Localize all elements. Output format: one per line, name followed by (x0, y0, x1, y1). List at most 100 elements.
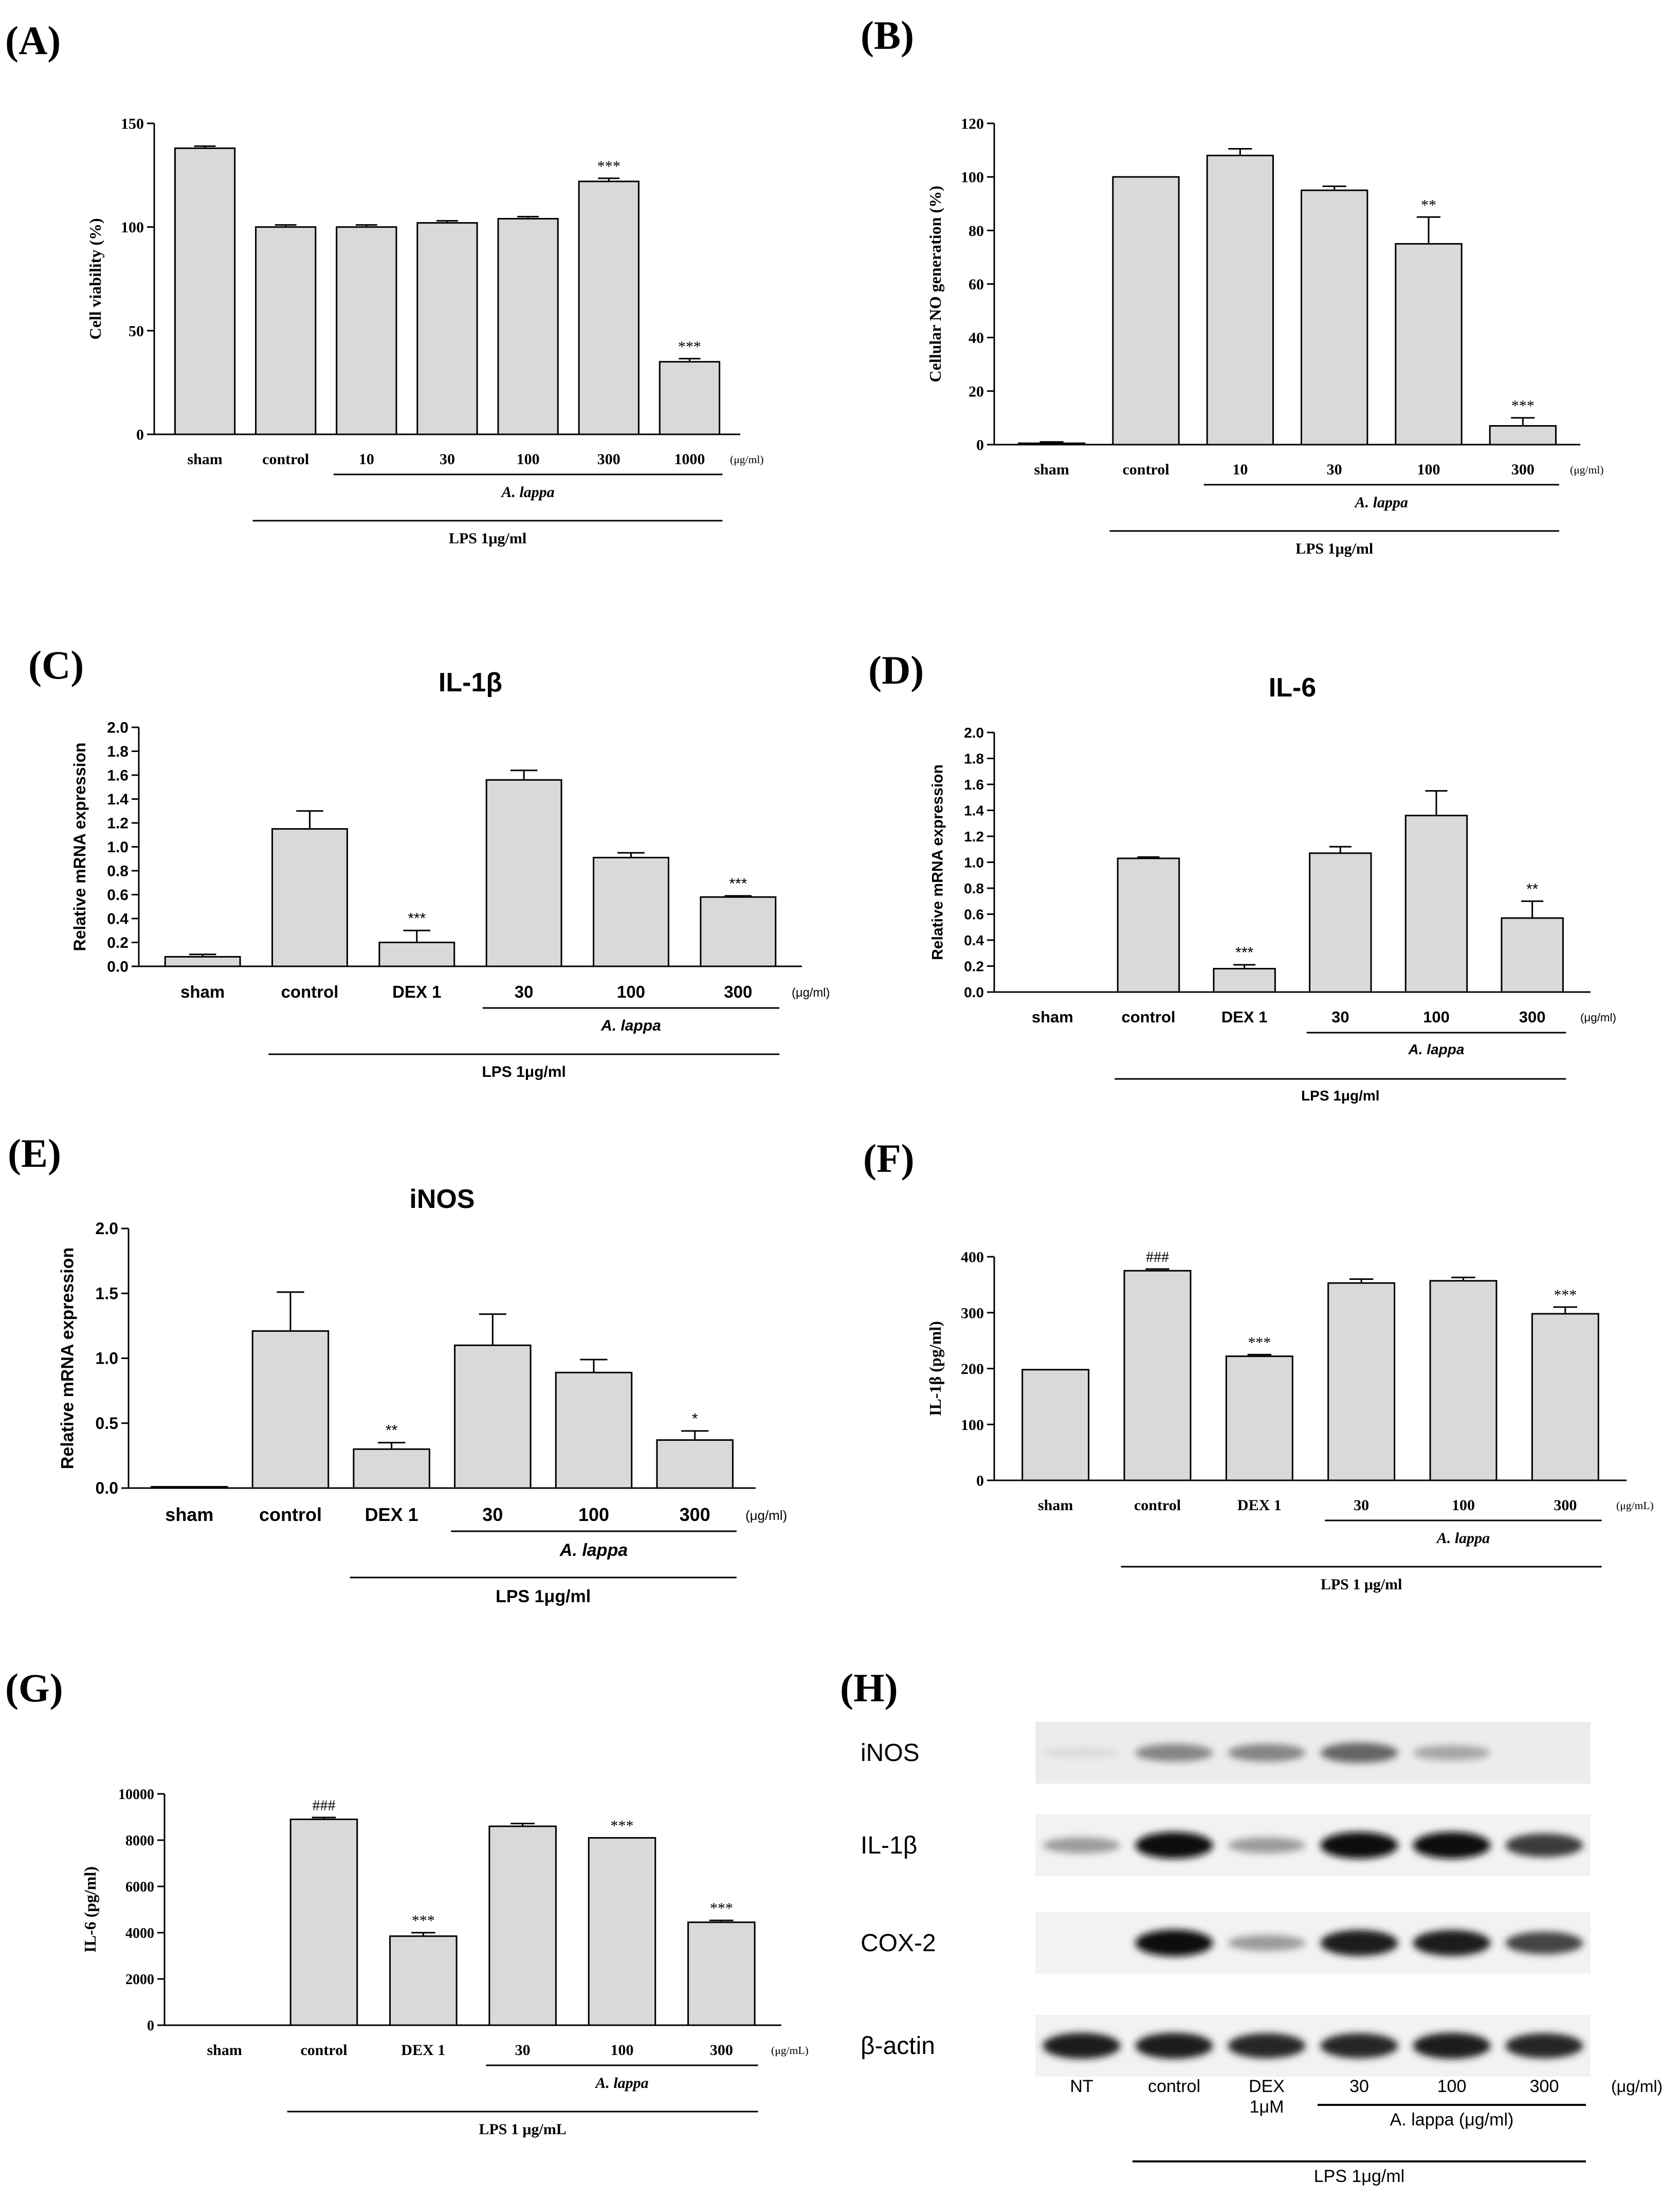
blot-band (1043, 2032, 1121, 2059)
category-label: 30 (1354, 1497, 1369, 1514)
category-label: 30 (1331, 1008, 1349, 1026)
bar (700, 896, 777, 967)
category-label: 300 (1519, 1008, 1546, 1026)
y-tick-label: 1.8 (107, 743, 129, 760)
panel-f-il1b-elisa-chart: (F) 0 100 200 300 400 IL-1β (pg/ml) sham ### cont… (863, 1136, 1654, 1593)
category-label: 30 (515, 982, 534, 1001)
bar (1429, 1280, 1498, 1481)
y-tick-label: 2.0 (964, 725, 984, 741)
y-tick-label: 0.0 (107, 959, 129, 976)
unit-label: (μg/ml) (792, 986, 830, 1000)
category-label: 300 (1554, 1497, 1577, 1514)
bar (353, 1448, 430, 1489)
category-label: 10 (359, 451, 374, 468)
lane-label: control (1148, 2077, 1200, 2096)
y-tick-label: 0.5 (96, 1414, 118, 1433)
y-tick-label: 0 (976, 437, 984, 454)
unit-label: (μg/ml) (745, 1509, 787, 1523)
blot-band (1135, 1930, 1213, 1956)
category-label: DEX 1 (1237, 1497, 1282, 1514)
panel-label: (C) (28, 643, 84, 687)
category-label: 30 (515, 2042, 531, 2059)
blot-band (1505, 1833, 1583, 1857)
category-label: DEX 1 (1221, 1008, 1268, 1026)
category-label: 100 (611, 2042, 634, 2059)
group-label-treatment: A. lappa (1408, 1041, 1465, 1057)
y-tick-label: 2.0 (107, 720, 129, 737)
bar (454, 1344, 532, 1489)
blot-band (1413, 1930, 1491, 1956)
category-label: DEX 1 (392, 982, 441, 1001)
bar (1112, 176, 1180, 446)
y-axis-label: IL-1β (pg/ml) (926, 1321, 944, 1416)
y-tick-label: 2000 (125, 1972, 154, 1988)
lane-label: 100 (1437, 2077, 1467, 2096)
y-tick-label: 0.6 (107, 887, 129, 904)
significance-marker: *** (1235, 944, 1253, 961)
y-tick-label: 6000 (125, 1879, 154, 1895)
y-tick-label: 50 (129, 323, 144, 340)
significance-marker: *** (678, 338, 701, 355)
y-tick-label: 100 (121, 219, 144, 236)
category-label: control (1134, 1497, 1181, 1514)
bar (656, 1439, 734, 1489)
unit-label: (μg/mL) (1616, 1499, 1654, 1512)
lane-label: 30 (1349, 2077, 1369, 2096)
panel-label: (B) (861, 13, 914, 58)
category-label: sham (1038, 1497, 1073, 1514)
protein-label: iNOS (861, 1739, 920, 1767)
blot-band (1413, 1745, 1491, 1760)
blot-band (1413, 1832, 1491, 1859)
lane-label-line: DEX (1249, 2077, 1285, 2096)
bar (1489, 425, 1557, 446)
significance-marker: *** (729, 875, 747, 892)
y-tick-label: 1.2 (964, 829, 984, 845)
lane-label-line: 100 (1437, 2077, 1467, 2096)
panel-label: (G) (5, 1665, 63, 1710)
y-tick-label: 0.0 (96, 1479, 118, 1497)
blot-band (1413, 2032, 1491, 2059)
y-tick-label: 0.6 (964, 906, 984, 922)
group-label-lps: LPS 1μg/ml (496, 1587, 591, 1606)
significance-marker: *** (611, 1818, 634, 1835)
y-tick-label: 60 (969, 276, 984, 293)
y-tick-label: 20 (969, 383, 984, 400)
y-tick-label: 0.0 (964, 984, 984, 1000)
blot-band (1135, 1744, 1213, 1762)
panel-g-il6-elisa-chart: (G) 0 2000 4000 6000 8000 10000 IL-6 (pg/ml) sha… (5, 1665, 809, 2138)
y-tick-label: 1.0 (107, 839, 129, 856)
bar (289, 1819, 358, 2026)
significance-marker: *** (1248, 1334, 1271, 1351)
blot-band (1228, 1837, 1306, 1854)
panel-label: (H) (840, 1665, 898, 1710)
bar (1021, 1369, 1090, 1481)
bar (174, 147, 236, 435)
y-axis-label: Cell viability (%) (86, 218, 104, 339)
lane-label: 300 (1530, 2077, 1559, 2096)
y-tick-label: 1.2 (107, 815, 129, 832)
blot-band (1135, 1832, 1213, 1859)
y-tick-label: 0.4 (107, 911, 129, 928)
y-tick-label: 2.0 (96, 1219, 118, 1238)
blot-band (1228, 2033, 1306, 2059)
category-label: control (259, 1504, 322, 1525)
y-tick-label: 1.4 (964, 802, 984, 818)
bar (1404, 815, 1468, 993)
category-label: 100 (517, 451, 540, 468)
significance-marker: *** (1511, 397, 1535, 414)
significance-marker: *** (710, 1900, 733, 1917)
y-tick-label: 0 (976, 1473, 984, 1490)
category-label: 30 (440, 451, 455, 468)
bar (555, 1371, 633, 1489)
significance-marker: * (692, 1410, 698, 1427)
unit-label: (μg/ml) (730, 453, 764, 466)
category-label: sham (187, 451, 222, 468)
blot-band (1320, 2033, 1398, 2059)
protein-label: β-actin (861, 2032, 935, 2060)
significance-marker: ### (313, 1797, 336, 1814)
group-label-lps: LPS 1μg/ml (1295, 540, 1373, 557)
y-tick-label: 1.0 (964, 854, 984, 870)
panel-label: (F) (863, 1136, 915, 1181)
blot-strip (1035, 2015, 1591, 2077)
blot-strip (1035, 1912, 1591, 1974)
